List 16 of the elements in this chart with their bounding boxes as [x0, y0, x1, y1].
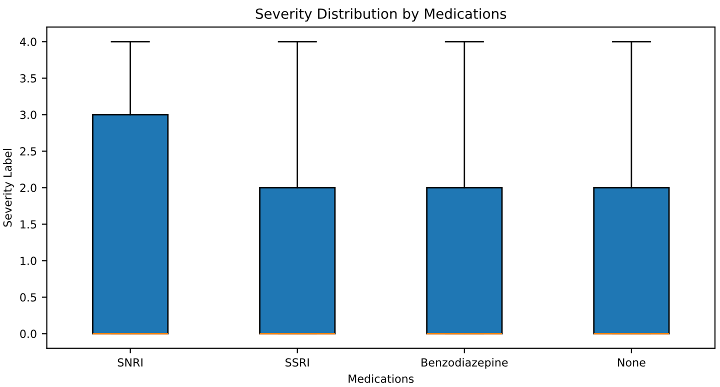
x-axis-title: Medications — [348, 374, 414, 383]
y-tick-label: 3.0 — [20, 110, 36, 120]
y-tick-label: 1.5 — [20, 220, 36, 229]
y-tick-label: 4.0 — [20, 38, 36, 46]
x-tick-label: Benzodiazepine — [422, 358, 508, 369]
x-tick-label: SNRI — [118, 358, 142, 367]
y-axis-title: Severity Label — [3, 149, 14, 227]
y-tick-label: 0.0 — [20, 330, 36, 338]
chart-title: Severity Distribution by Medications — [256, 8, 506, 22]
y-tick-label: 2.0 — [20, 184, 36, 192]
x-tick-label: None — [618, 358, 646, 367]
y-tick-label: 0.5 — [20, 293, 36, 302]
y-tick-label: 2.5 — [20, 147, 36, 156]
y-tick-label: 1.0 — [20, 256, 36, 266]
y-tick-label: 3.5 — [20, 74, 36, 83]
x-tick-label: SSRI — [286, 358, 309, 367]
